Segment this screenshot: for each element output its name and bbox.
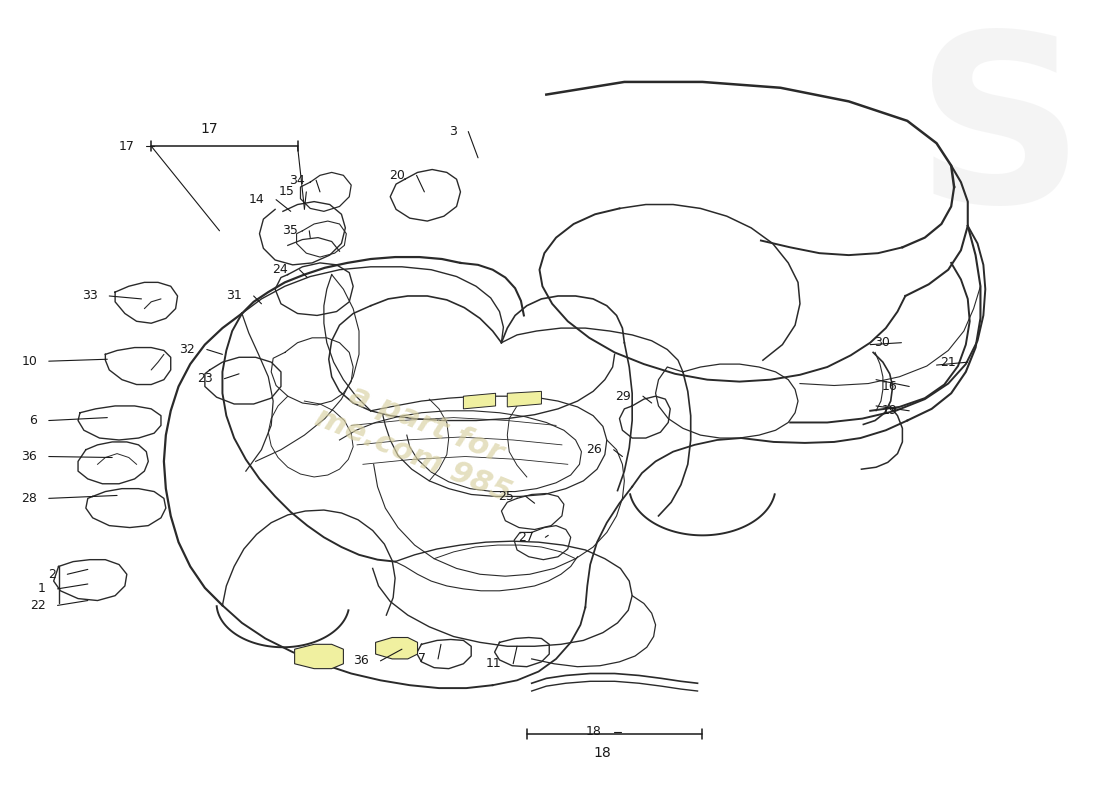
Text: 7: 7 [418,653,427,666]
Text: 15: 15 [278,186,295,198]
Polygon shape [375,638,418,659]
Text: 17: 17 [201,122,219,137]
Text: 10: 10 [21,354,37,368]
Text: 3: 3 [449,125,456,138]
Text: 17: 17 [119,140,134,153]
Text: 29: 29 [615,390,631,402]
Text: 34: 34 [288,174,305,186]
Text: 30: 30 [873,336,890,349]
Text: a part for
me.com 985: a part for me.com 985 [311,372,528,508]
Text: 20: 20 [389,169,405,182]
Text: 18: 18 [586,726,602,738]
Text: 23: 23 [197,372,212,385]
Text: 21: 21 [940,356,956,369]
Text: 1: 1 [39,582,46,595]
Text: 28: 28 [21,492,37,505]
Polygon shape [507,391,541,407]
Text: 24: 24 [272,263,288,276]
Text: 32: 32 [179,343,195,356]
Text: 22: 22 [30,599,46,612]
Polygon shape [295,644,343,669]
Text: 2: 2 [47,568,56,581]
Text: 31: 31 [227,290,242,302]
Text: 36: 36 [353,654,369,667]
Text: 11: 11 [486,658,502,670]
Text: 18: 18 [593,746,611,761]
Text: 35: 35 [282,224,297,238]
Text: 16: 16 [882,380,898,393]
Text: 26: 26 [586,443,602,456]
Text: S: S [915,24,1085,252]
Polygon shape [463,394,496,409]
Text: 19: 19 [882,404,898,418]
Text: 25: 25 [498,490,514,503]
Text: 27: 27 [518,530,534,544]
Text: 33: 33 [81,290,98,302]
Text: 36: 36 [21,450,37,463]
Text: 6: 6 [30,414,37,427]
Text: 14: 14 [249,193,264,206]
